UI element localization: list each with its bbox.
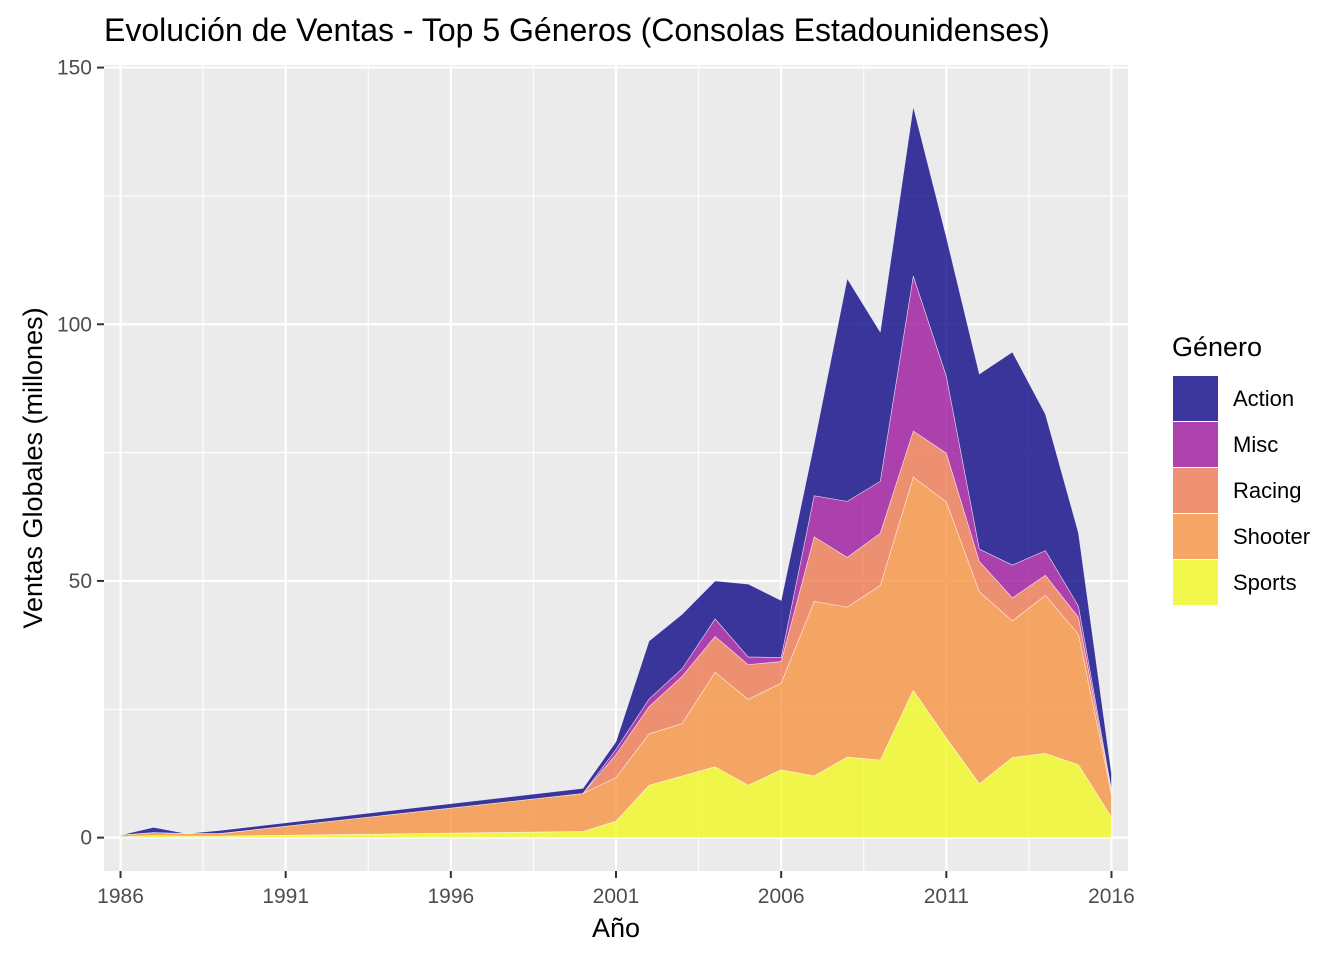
legend-label-action: Action <box>1233 386 1294 411</box>
y-axis-label: Ventas Globales (millones) <box>18 307 48 628</box>
legend-swatch-action <box>1173 376 1218 421</box>
y-tick-label: 0 <box>80 827 92 850</box>
legend-label-shooter: Shooter <box>1233 524 1310 549</box>
y-tick-label: 150 <box>57 57 92 80</box>
area-action <box>120 106 1112 836</box>
x-tick-label: 2006 <box>758 885 805 908</box>
legend-label-racing: Racing <box>1233 478 1301 503</box>
area-series-group <box>120 106 1112 838</box>
x-tick-label: 1986 <box>97 885 144 908</box>
x-axis-label: Año <box>592 913 640 943</box>
legend-swatch-racing <box>1173 468 1218 513</box>
legend-label-misc: Misc <box>1233 432 1278 457</box>
x-axis: 1986 1991 1996 2001 2006 2011 2016 <box>97 871 1135 908</box>
x-tick-label: 2001 <box>593 885 640 908</box>
y-tick-label: 50 <box>69 570 92 593</box>
legend-swatch-misc <box>1173 422 1218 467</box>
x-tick-label: 2016 <box>1088 885 1135 908</box>
y-tick-label: 100 <box>57 313 92 336</box>
legend-title: Género <box>1172 332 1262 362</box>
x-tick-label: 1991 <box>262 885 309 908</box>
legend-swatch-sports <box>1173 560 1218 605</box>
x-tick-label: 1996 <box>427 885 474 908</box>
y-axis: 0 50 100 150 <box>57 57 104 850</box>
legend: Género Action Misc Racing Shooter Sports <box>1172 332 1310 605</box>
legend-label-sports: Sports <box>1233 570 1297 595</box>
chart-title: Evolución de Ventas - Top 5 Géneros (Con… <box>104 12 1050 48</box>
x-tick-label: 2011 <box>924 885 969 908</box>
legend-swatch-shooter <box>1173 514 1218 559</box>
